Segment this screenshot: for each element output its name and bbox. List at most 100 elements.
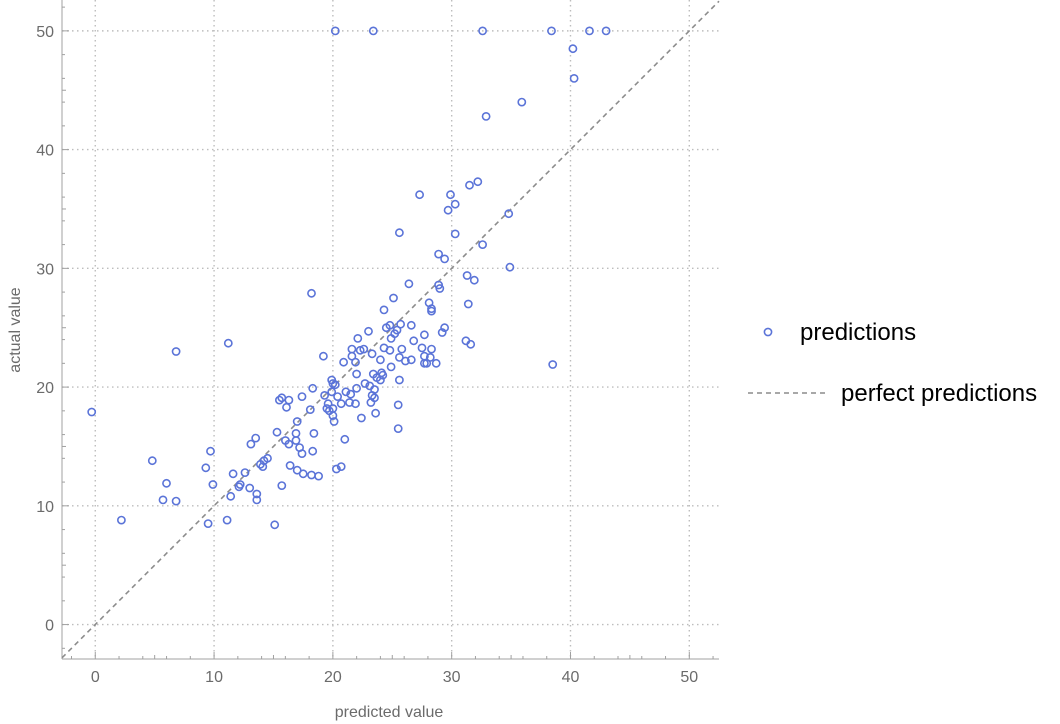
y-tick-label: 30 [36, 261, 54, 278]
prediction-point [465, 180, 474, 190]
prediction-point [462, 271, 472, 280]
prediction-point [352, 369, 361, 379]
prediction-point [307, 470, 316, 480]
prediction-point [308, 446, 318, 456]
tick-labels: 0 10 20 30 40 50 0 10 20 30 40 50 [36, 24, 698, 686]
prediction-point [394, 228, 404, 238]
prediction-point [360, 379, 370, 388]
prediction-point [409, 336, 419, 346]
prediction-point [245, 483, 255, 493]
prediction-point [328, 411, 338, 420]
prediction-point [351, 357, 360, 367]
prediction-point [440, 323, 449, 333]
prediction-point [223, 338, 233, 348]
prediction-point [450, 229, 460, 239]
prediction-point [329, 417, 339, 426]
prediction-point [345, 398, 354, 407]
prediction-point [208, 480, 218, 489]
prediction-point [400, 356, 410, 366]
prediction-point [320, 390, 329, 400]
prediction-point [393, 400, 403, 410]
prediction-point [385, 345, 395, 355]
prediction-point [366, 398, 376, 407]
x-tick-label: 10 [205, 669, 223, 686]
prediction-point [117, 515, 126, 525]
legend-label-predictions: predictions [800, 319, 916, 346]
prediction-point [270, 520, 280, 530]
prediction-point [469, 275, 479, 285]
prediction-point [473, 177, 483, 187]
prediction-point [206, 446, 215, 456]
perfect-predictions-line-layer [61, 0, 720, 659]
prediction-point [297, 449, 307, 458]
prediction-point [517, 97, 527, 107]
prediction-point [252, 489, 262, 499]
prediction-point [505, 262, 515, 272]
prediction-point [240, 468, 250, 477]
prediction-point [277, 481, 287, 490]
prediction-point [435, 284, 445, 293]
prediction-point [292, 417, 302, 426]
legend-label-perfect-predictions: perfect predictions [841, 380, 1037, 407]
y-tick-label: 10 [36, 499, 54, 516]
prediction-point [171, 496, 181, 506]
prediction-point [359, 344, 369, 354]
prediction-point [252, 495, 262, 505]
prediction-points [87, 26, 611, 530]
prediction-point [415, 190, 424, 200]
prediction-point [406, 320, 416, 330]
prediction-point [481, 112, 491, 121]
prediction-point [450, 199, 460, 209]
prediction-point [585, 26, 594, 36]
prediction-point [443, 205, 453, 215]
prediction-point [431, 358, 441, 368]
prediction-point [404, 279, 414, 289]
axes [61, 0, 719, 660]
prediction-point [339, 357, 348, 367]
prediction-point [298, 469, 308, 479]
y-tick-label: 0 [45, 618, 54, 635]
y-axis-title: actual value [7, 287, 24, 372]
x-tick-label: 40 [562, 669, 580, 686]
prediction-point [258, 462, 268, 471]
legend-marker-predictions [763, 327, 773, 337]
prediction-point [234, 482, 244, 492]
prediction-point [463, 299, 473, 309]
legend-item-predictions: predictions [763, 319, 916, 346]
prediction-point [285, 461, 295, 470]
prediction-point [308, 383, 318, 393]
prediction-point [437, 328, 447, 337]
x-tick-label: 20 [324, 669, 342, 686]
prediction-point [336, 399, 346, 409]
prediction-point [504, 209, 514, 219]
prediction-point [427, 306, 436, 316]
prediction-point [251, 433, 261, 443]
y-tick-label: 40 [36, 143, 54, 160]
prediction-point [393, 424, 403, 433]
prediction-point [246, 439, 256, 449]
prediction-point [284, 439, 294, 449]
prediction-point [147, 456, 157, 466]
prediction-point [367, 349, 377, 359]
prediction-point [318, 351, 328, 361]
prediction-point [478, 240, 487, 249]
prediction-point [272, 427, 282, 437]
prediction-point [201, 463, 211, 473]
prediction-point [379, 305, 389, 315]
prediction-point [547, 26, 556, 36]
prediction-point [422, 358, 432, 368]
prediction-point [389, 293, 398, 303]
prediction-point [478, 26, 487, 36]
prediction-point [291, 436, 301, 445]
prediction-point [305, 405, 315, 414]
prediction-point [375, 355, 385, 365]
prediction-point [333, 392, 342, 401]
prediction-point [330, 380, 340, 390]
prediction-point [341, 387, 351, 397]
x-tick-label: 30 [443, 669, 461, 686]
prediction-point [419, 330, 429, 340]
prediction-point [297, 392, 307, 401]
prediction-point [381, 323, 391, 333]
prediction-point [322, 404, 332, 413]
